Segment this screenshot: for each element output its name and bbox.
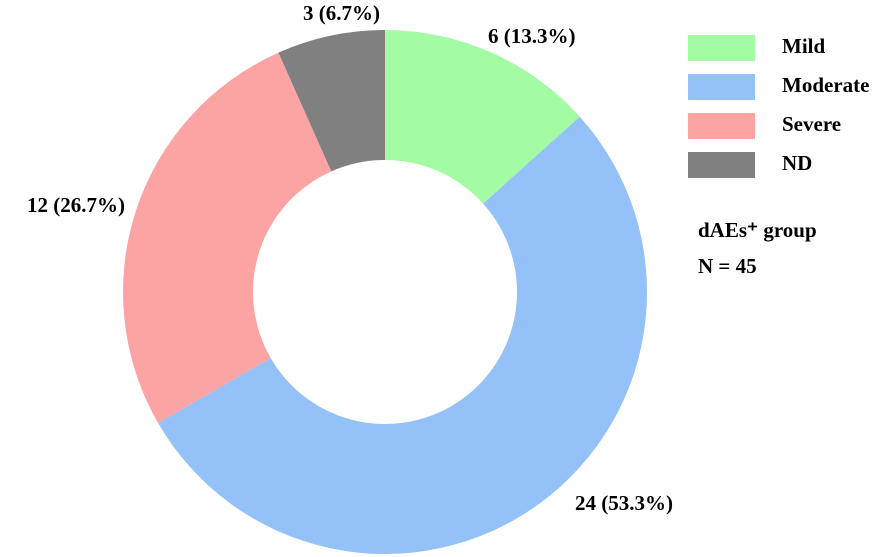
legend-label: Moderate [782, 73, 869, 97]
legend-swatch [688, 152, 755, 178]
donut-slice [385, 30, 580, 204]
value-label: 6 (13.3%) [488, 24, 576, 48]
donut-slice [158, 116, 648, 555]
value-label: 24 (53.3%) [575, 491, 673, 515]
donut-slice [122, 52, 332, 423]
value-label: 12 (26.7%) [27, 193, 125, 217]
legend-swatch [688, 113, 755, 139]
legend-label: ND [782, 151, 812, 175]
legend-swatch [688, 74, 755, 100]
legend-label: Mild [782, 34, 825, 58]
n-label: N = 45 [698, 254, 757, 278]
legend-swatch [688, 35, 755, 61]
value-label: 3 (6.7%) [303, 1, 380, 25]
donut-slice [278, 30, 385, 172]
legend-label: Severe [782, 112, 841, 136]
group-label: dAEs⁺ group [698, 218, 817, 242]
